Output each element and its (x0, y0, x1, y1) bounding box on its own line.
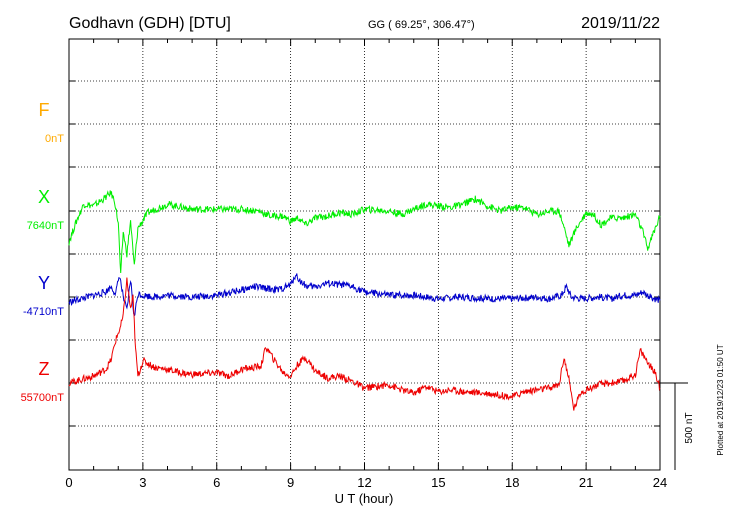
x-tick-label-9: 9 (287, 475, 294, 490)
series-name-f: F (39, 100, 50, 120)
x-tick-label-15: 15 (431, 475, 445, 490)
series-baseline-y: -4710nT (23, 306, 64, 318)
series-baseline-x: 7640nT (27, 220, 65, 232)
coordinates-label: GG ( 69.25°, 306.47°) (368, 19, 475, 31)
axis-ticks (68, 39, 661, 470)
x-tick-label-3: 3 (139, 475, 146, 490)
x-axis-label: U T (hour) (335, 491, 394, 506)
series-labels: F 0nT X 7640nT Y -4710nT Z 55700nT (21, 100, 65, 404)
series-lines (68, 190, 661, 411)
series-baseline-f: 0nT (45, 133, 64, 145)
series-name-x: X (38, 187, 50, 207)
x-tick-label-24: 24 (653, 475, 667, 490)
horizontal-gridlines (69, 80, 660, 427)
series-name-z: Z (39, 359, 50, 379)
series-line-y (68, 273, 661, 317)
scale-bar: 500 nT (660, 382, 695, 470)
scale-bar-label: 500 nT (684, 412, 695, 443)
x-tick-label-21: 21 (579, 475, 593, 490)
series-line-z (68, 277, 661, 411)
plotted-timestamp: Plotted at 2019/12/23 01:50 UT (716, 344, 725, 455)
series-baseline-z: 55700nT (21, 392, 65, 404)
x-tick-label-12: 12 (357, 475, 371, 490)
series-line-x (68, 190, 661, 274)
series-name-y: Y (38, 273, 50, 293)
station-title: Godhavn (GDH) [DTU] (69, 15, 231, 32)
x-tick-label-0: 0 (65, 475, 72, 490)
date-label: 2019/11/22 (581, 15, 660, 32)
vertical-gridlines (142, 39, 587, 470)
x-tick-label-18: 18 (505, 475, 519, 490)
x-tick-label-6: 6 (213, 475, 220, 490)
x-tick-labels: 0 3 6 9 12 15 18 21 24 (65, 475, 667, 490)
